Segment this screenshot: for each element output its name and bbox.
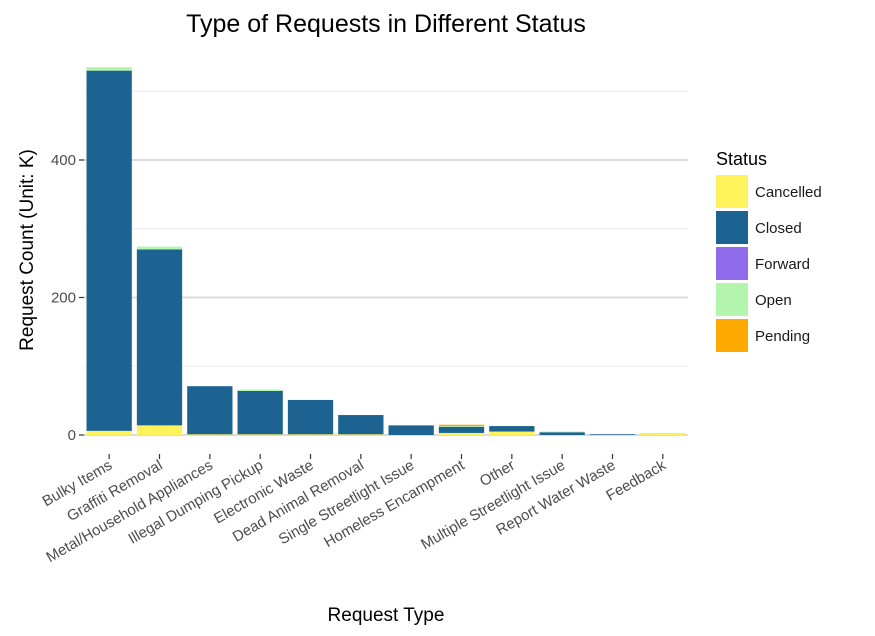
bar-segment bbox=[489, 426, 535, 432]
bar-segment bbox=[539, 431, 585, 433]
y-tick-label: 200 bbox=[51, 290, 76, 307]
bar-segment bbox=[136, 246, 183, 250]
legend-swatch bbox=[716, 319, 748, 352]
grid-lines bbox=[84, 50, 688, 454]
plot-panel bbox=[84, 50, 688, 454]
bar-segment bbox=[187, 434, 233, 435]
y-axis-title: Request Count (Unit: K) bbox=[17, 149, 38, 351]
bar-segment bbox=[187, 386, 233, 435]
bar-segment bbox=[489, 431, 535, 435]
bar-segment bbox=[86, 430, 132, 435]
bar-segment bbox=[438, 432, 485, 435]
x-axis-title: Request Type bbox=[328, 605, 445, 626]
bar-segment bbox=[438, 426, 485, 427]
bar-segment bbox=[237, 391, 283, 435]
bar-segment bbox=[237, 434, 283, 435]
bar-segment bbox=[388, 425, 434, 435]
bar-segment bbox=[136, 249, 183, 426]
bar-segment bbox=[640, 432, 686, 434]
legend-label: Closed bbox=[755, 220, 802, 237]
bar-segment bbox=[287, 434, 334, 435]
bar-segment bbox=[86, 67, 132, 71]
y-tick-label: 400 bbox=[51, 152, 76, 169]
bar-segment bbox=[539, 432, 585, 435]
bar-segment bbox=[438, 426, 485, 433]
bars bbox=[86, 67, 686, 435]
legend-title: Status bbox=[716, 149, 767, 169]
bar-segment bbox=[287, 399, 334, 435]
bar-segment bbox=[589, 434, 636, 435]
chart-title: Type of Requests in Different Status bbox=[186, 10, 586, 38]
bar-segment bbox=[136, 425, 183, 435]
bar-segment bbox=[237, 389, 283, 391]
y-axis-ticks: 0 200 400 bbox=[51, 152, 84, 444]
y-tick-label: 0 bbox=[68, 427, 76, 444]
legend-label: Pending bbox=[755, 328, 810, 345]
legend-swatch bbox=[716, 283, 748, 316]
legend-swatch bbox=[716, 211, 748, 244]
legend: Cancelled Closed Forward Open Pending bbox=[716, 175, 822, 352]
legend-swatch bbox=[716, 247, 748, 280]
legend-swatch bbox=[716, 175, 748, 208]
legend-label: Forward bbox=[755, 256, 810, 273]
legend-label: Open bbox=[755, 292, 792, 309]
bar-segment bbox=[338, 415, 384, 435]
bar-segment bbox=[640, 433, 686, 435]
bar-segment bbox=[86, 70, 132, 431]
legend-label: Cancelled bbox=[755, 184, 822, 201]
bar-segment bbox=[438, 424, 485, 427]
bar-segment bbox=[338, 434, 384, 435]
